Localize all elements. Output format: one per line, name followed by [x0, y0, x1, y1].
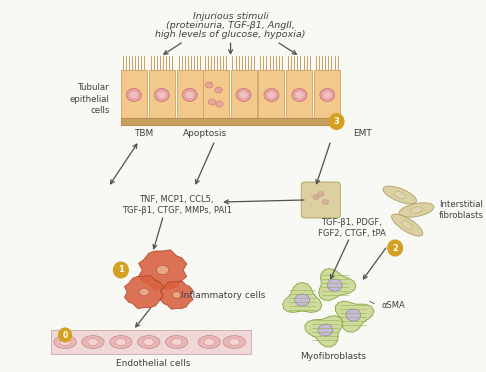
Ellipse shape [206, 82, 213, 88]
FancyBboxPatch shape [286, 70, 312, 118]
Circle shape [113, 262, 128, 278]
Text: Interstitial
fibroblasts: Interstitial fibroblasts [439, 200, 484, 220]
Text: αSMA: αSMA [381, 301, 405, 310]
Ellipse shape [182, 89, 197, 102]
Ellipse shape [60, 339, 70, 346]
Ellipse shape [155, 89, 169, 102]
Ellipse shape [399, 203, 434, 217]
Ellipse shape [267, 92, 276, 99]
Ellipse shape [411, 207, 422, 213]
Text: TGF-β1, PDGF,
FGF2, CTGF, tPA: TGF-β1, PDGF, FGF2, CTGF, tPA [317, 218, 385, 238]
Ellipse shape [173, 292, 181, 298]
Ellipse shape [166, 336, 188, 349]
Ellipse shape [156, 265, 169, 275]
Ellipse shape [229, 339, 240, 346]
FancyBboxPatch shape [203, 70, 229, 118]
Text: 3: 3 [334, 117, 339, 126]
Circle shape [329, 113, 344, 129]
Ellipse shape [313, 195, 319, 199]
Ellipse shape [295, 294, 310, 306]
Ellipse shape [394, 192, 405, 199]
Ellipse shape [82, 336, 104, 349]
FancyBboxPatch shape [121, 70, 147, 118]
Text: Endothelial cells: Endothelial cells [116, 359, 191, 368]
Ellipse shape [264, 89, 279, 102]
Text: 2: 2 [392, 244, 398, 253]
Ellipse shape [295, 92, 304, 99]
Text: Myofibroblasts: Myofibroblasts [300, 352, 366, 361]
FancyBboxPatch shape [301, 182, 340, 218]
Text: (proteinuria, TGF-β1, AngII,: (proteinuria, TGF-β1, AngII, [166, 21, 295, 30]
Ellipse shape [327, 279, 342, 291]
Ellipse shape [236, 89, 251, 102]
Text: Inflammatory cells: Inflammatory cells [181, 291, 266, 299]
FancyBboxPatch shape [259, 70, 284, 118]
Polygon shape [160, 281, 193, 309]
Ellipse shape [139, 288, 149, 296]
Circle shape [59, 328, 71, 342]
Ellipse shape [318, 324, 333, 336]
Ellipse shape [215, 87, 222, 93]
Text: 0: 0 [63, 330, 68, 340]
Circle shape [388, 240, 402, 256]
Polygon shape [335, 301, 374, 332]
Ellipse shape [204, 339, 214, 346]
Text: Apoptosis: Apoptosis [182, 129, 226, 138]
Ellipse shape [157, 92, 166, 99]
Ellipse shape [130, 92, 138, 99]
Ellipse shape [138, 336, 160, 349]
Text: Tubular
epithelial
cells: Tubular epithelial cells [70, 83, 110, 115]
Ellipse shape [322, 199, 329, 205]
Ellipse shape [392, 214, 423, 236]
Ellipse shape [54, 336, 76, 349]
Polygon shape [124, 275, 164, 309]
Ellipse shape [292, 89, 307, 102]
Ellipse shape [208, 99, 216, 105]
FancyBboxPatch shape [121, 118, 340, 125]
Ellipse shape [240, 92, 248, 99]
Ellipse shape [402, 221, 413, 229]
Polygon shape [283, 282, 322, 312]
Polygon shape [139, 250, 187, 290]
Text: EMT: EMT [353, 129, 372, 138]
Ellipse shape [320, 89, 335, 102]
FancyBboxPatch shape [149, 70, 175, 118]
Ellipse shape [383, 186, 417, 204]
Ellipse shape [346, 309, 361, 321]
Text: 1: 1 [118, 266, 124, 275]
Ellipse shape [198, 336, 220, 349]
Ellipse shape [317, 192, 324, 196]
Ellipse shape [223, 336, 245, 349]
FancyBboxPatch shape [51, 330, 251, 354]
Text: TBM: TBM [135, 129, 154, 138]
Polygon shape [305, 316, 343, 347]
FancyBboxPatch shape [314, 70, 340, 118]
Ellipse shape [186, 92, 194, 99]
Text: Injurious stimuli: Injurious stimuli [193, 12, 268, 21]
Ellipse shape [144, 339, 154, 346]
Text: high levels of glucose, hypoxia): high levels of glucose, hypoxia) [156, 30, 306, 39]
Ellipse shape [116, 339, 126, 346]
Ellipse shape [110, 336, 132, 349]
FancyBboxPatch shape [176, 70, 203, 118]
Ellipse shape [172, 339, 182, 346]
FancyBboxPatch shape [230, 70, 257, 118]
Ellipse shape [323, 92, 331, 99]
Ellipse shape [126, 89, 141, 102]
Text: TNF, MCP1, CCL5,
TGF-β1, CTGF, MMPs, PAI1: TNF, MCP1, CCL5, TGF-β1, CTGF, MMPs, PAI… [122, 195, 232, 215]
Ellipse shape [216, 101, 223, 107]
Ellipse shape [88, 339, 98, 346]
Polygon shape [319, 269, 356, 300]
